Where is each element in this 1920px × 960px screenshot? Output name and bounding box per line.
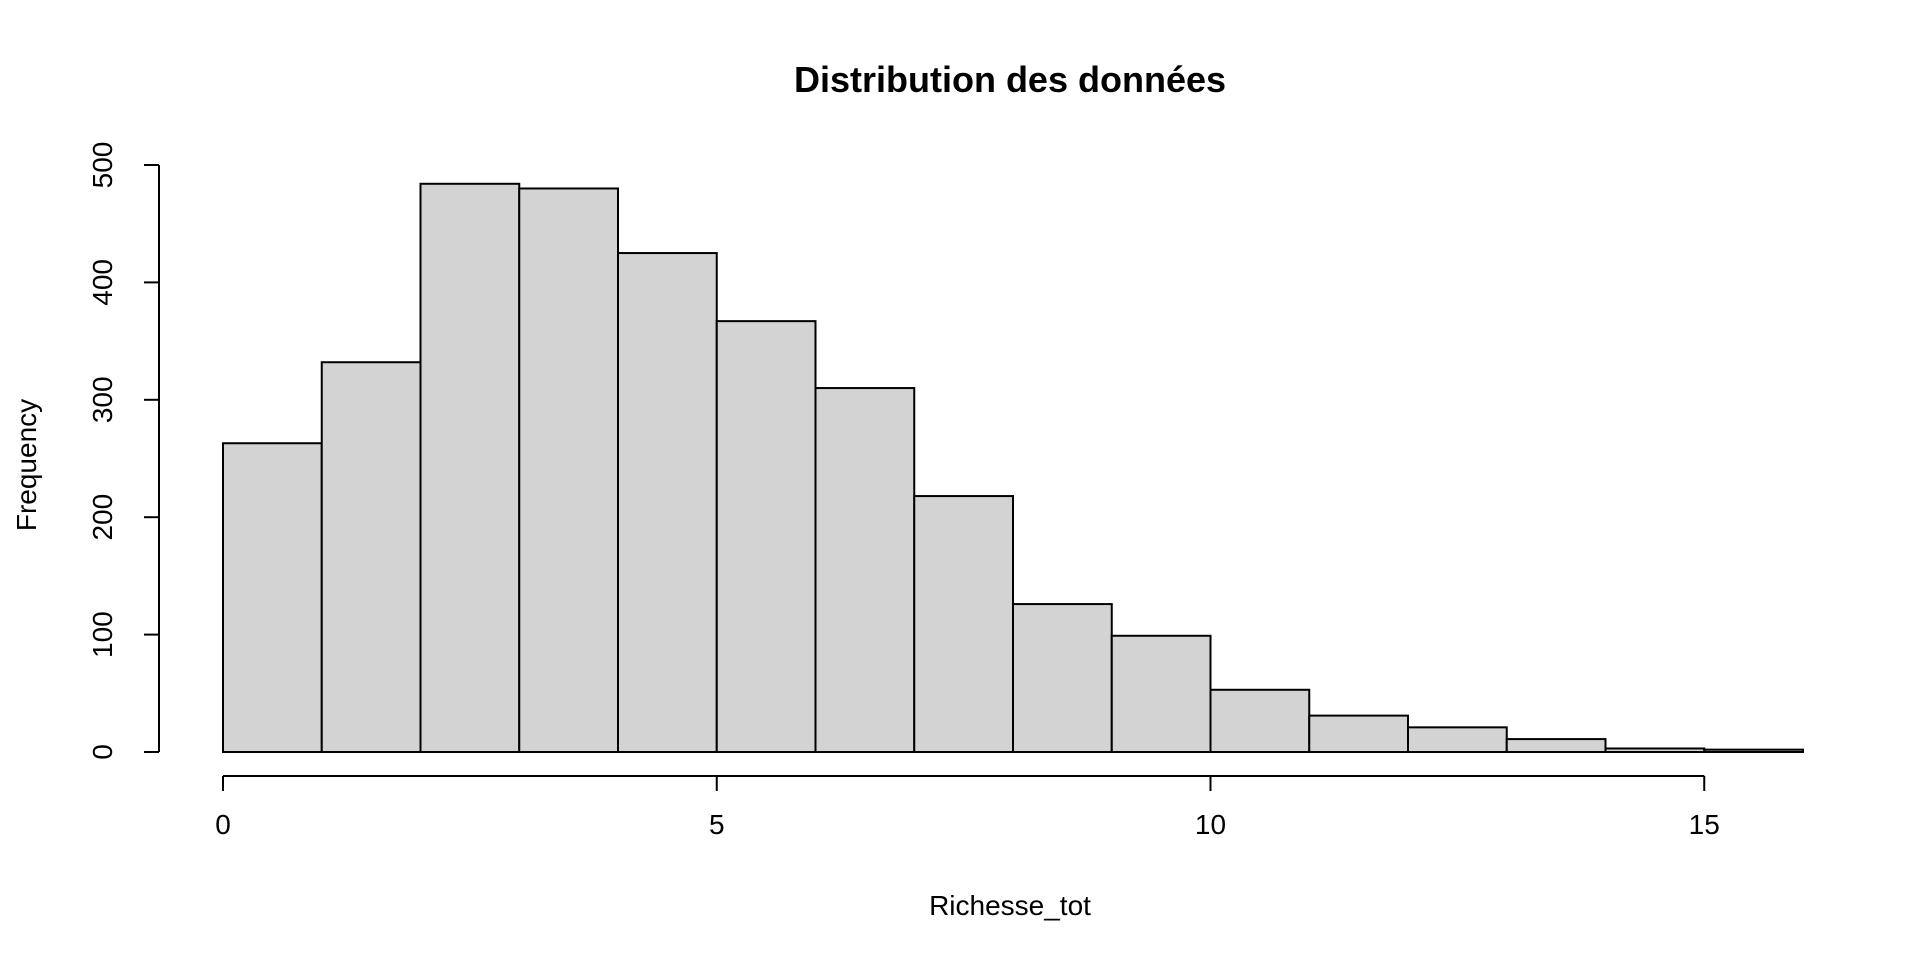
x-tick-label: 0 — [215, 809, 231, 840]
histogram-bar — [222, 442, 323, 753]
histogram-bar — [814, 387, 916, 753]
y-tick-label: 100 — [87, 611, 118, 658]
x-tick-label: 10 — [1195, 809, 1226, 840]
histogram-bar — [1407, 726, 1508, 754]
histogram-bar — [518, 187, 619, 754]
histogram-bar — [1012, 603, 1113, 753]
histogram-bar — [1703, 748, 1804, 753]
x-tick-label: 5 — [709, 809, 725, 840]
histogram-bar — [913, 495, 1014, 753]
y-axis-label: Frequency — [11, 399, 42, 531]
y-axis-ticks: 0 100 200 300 400 500 — [87, 142, 159, 760]
histogram-bar — [419, 182, 521, 753]
histogram-bar — [1209, 688, 1311, 754]
chart-title: Distribution des données — [794, 59, 1226, 100]
bars-group — [222, 182, 1804, 754]
x-axis-ticks: 0 5 10 15 — [215, 776, 1720, 840]
y-tick-label: 200 — [87, 494, 118, 541]
histogram-bar — [1308, 714, 1409, 754]
histogram-bar — [320, 361, 422, 753]
histogram-bar — [1110, 634, 1212, 753]
histogram-bar — [715, 320, 817, 753]
y-tick-label: 400 — [87, 259, 118, 306]
x-axis-label: Richesse_tot — [929, 890, 1091, 921]
y-tick-label: 500 — [87, 142, 118, 189]
x-tick-label: 15 — [1689, 809, 1720, 840]
y-tick-label: 0 — [87, 744, 118, 760]
histogram-bar — [1604, 747, 1706, 754]
histogram-bar — [617, 252, 718, 754]
histogram-bar — [1505, 738, 1607, 753]
y-tick-label: 300 — [87, 376, 118, 423]
